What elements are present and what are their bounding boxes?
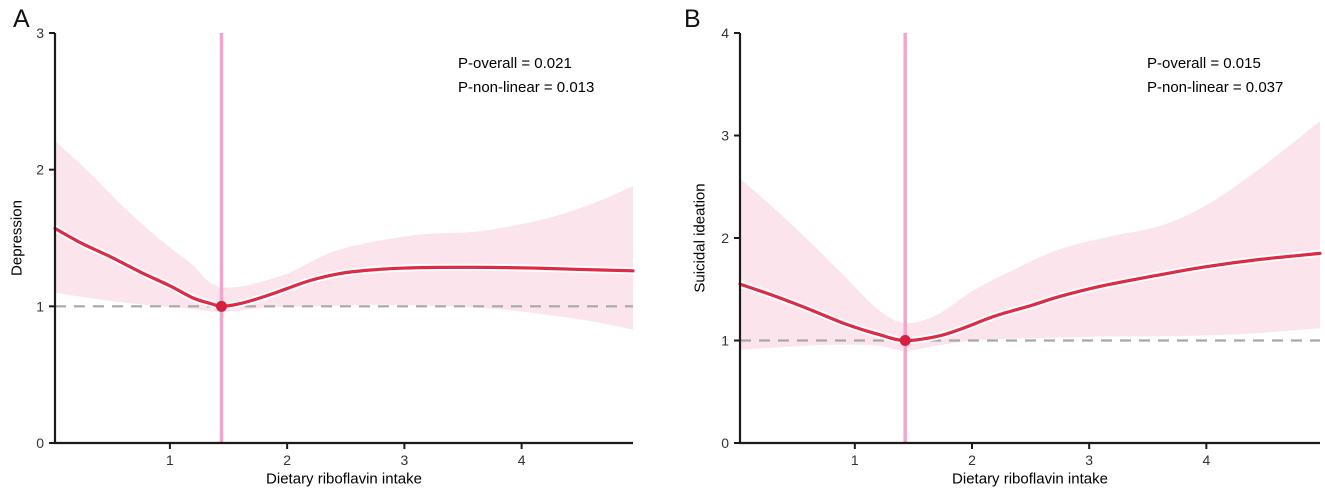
p-overall-a: P-overall = 0.021 [458,55,572,72]
x-tick-label-B: 1 [851,452,859,468]
x-axis-label-b: Dietary riboflavin intake [952,470,1108,488]
y-tick-label-B: 3 [721,128,729,144]
y-tick-label-A: 0 [36,435,44,451]
x-tick-label-A: 1 [166,452,174,468]
x-tick-label-B: 3 [1085,452,1093,468]
x-axis-label-a: Dietary riboflavin intake [266,470,422,488]
spline-curve-B [738,251,1322,343]
p-values-annotation-b: P-overall = 0.015 P-non-linear = 0.037 [1147,52,1283,100]
p-overall-b: P-overall = 0.015 [1147,55,1261,72]
y-tick-label-B: 0 [721,435,729,451]
panel-letter-b: B [684,5,701,33]
y-axis-label-suicidal-ideation: Suicidal ideation [691,183,709,293]
y-tick-label-A: 3 [36,25,44,41]
y-axis-label-depression: Depression [8,200,26,276]
panel-letter-a: A [13,5,30,33]
x-tick-label-B: 2 [968,452,976,468]
spline-curve-A [53,226,635,308]
minimum-dot-B [899,335,911,346]
confidence-band-B [740,121,1320,351]
p-nonlinear-b: P-non-linear = 0.037 [1147,79,1284,96]
x-tick-label-B: 4 [1202,452,1210,468]
y-tick-label-A: 2 [36,162,44,178]
x-tick-label-A: 3 [400,452,408,468]
minimum-dot-A [215,300,227,312]
p-nonlinear-a: P-non-linear = 0.013 [458,79,595,96]
x-tick-label-A: 4 [518,452,526,468]
y-tick-label-B: 4 [721,25,729,41]
y-tick-label-A: 1 [36,298,44,314]
confidence-band-A [55,140,633,330]
y-tick-label-B: 2 [721,230,729,246]
x-tick-label-A: 2 [283,452,291,468]
p-values-annotation-a: P-overall = 0.021 P-non-linear = 0.013 [458,52,594,100]
y-tick-label-B: 1 [721,333,729,349]
